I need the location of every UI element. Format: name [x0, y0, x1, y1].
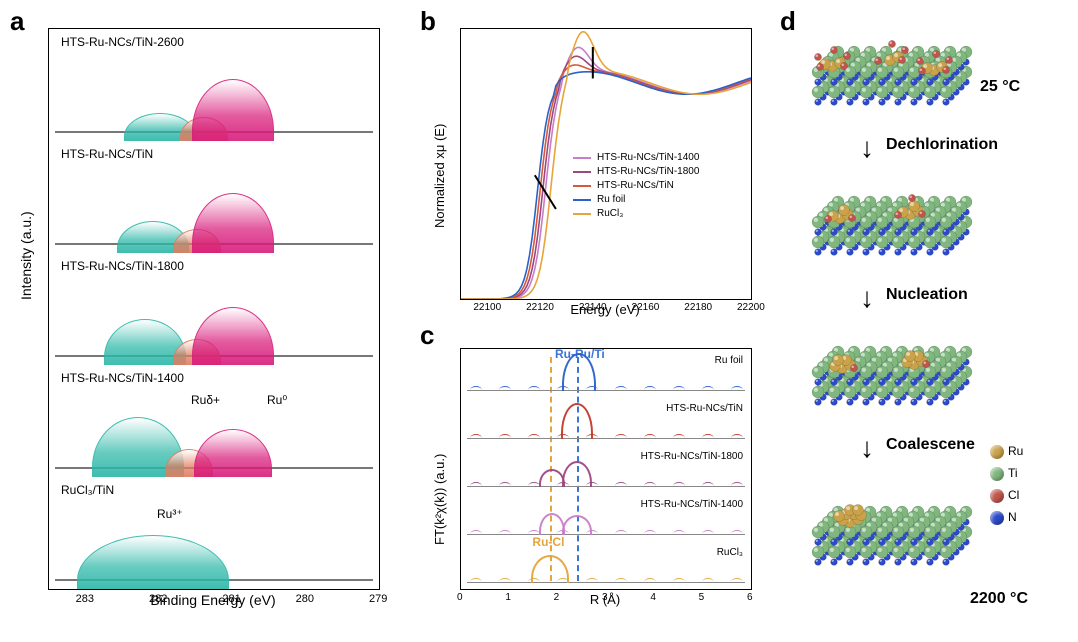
atom-label: Cl	[1008, 488, 1019, 502]
panel-d-schematic: ↓ Dechlorination ↓ Nucleation ↓ Coalescene 25 …	[800, 20, 1060, 620]
atom-swatch	[990, 445, 1004, 459]
species-label: Ru⁰	[267, 393, 287, 407]
legend-row: Ru	[990, 440, 1023, 462]
legend-swatch	[573, 213, 591, 215]
ft-row-label: HTS-Ru-NCs/TiN	[666, 403, 743, 414]
down-arrow-icon: ↓	[860, 132, 874, 164]
xps-peak-ru0	[192, 79, 274, 141]
atom-swatch	[990, 467, 1004, 481]
legend-row: HTS-Ru-NCs/TiN	[573, 179, 699, 193]
panel-c-xlabel: R (Å)	[460, 592, 750, 607]
xps-row-label: HTS-Ru-NCs/TiN-1800	[61, 259, 184, 273]
xps-row-label: HTS-Ru-NCs/TiN	[61, 147, 153, 161]
ft-row: HTS-Ru-NCs/TiN	[461, 397, 751, 445]
panel-c-ylabel: FT(k²χ(k)) (a.u.)	[432, 454, 447, 545]
xps-row-label: HTS-Ru-NCs/TiN-2600	[61, 35, 184, 49]
slab	[804, 330, 974, 426]
legend-swatch	[573, 199, 591, 201]
panel-b-xlabel: Energy (eV)	[460, 302, 750, 317]
legend-text: RuCl₃	[597, 207, 623, 221]
temp-start: 25 °C	[980, 78, 1020, 96]
xps-row-label: RuCl₃/TiN	[61, 483, 114, 497]
panel-c-plot: Ru-Ru/TiRu-ClRu foilHTS-Ru-NCs/TiNHTS-Ru…	[460, 348, 752, 590]
legend-swatch	[573, 185, 591, 187]
atom-swatch	[990, 489, 1004, 503]
xps-peak-ru0	[194, 429, 272, 477]
ft-row: HTS-Ru-NCs/TiN-1400	[461, 493, 751, 541]
down-arrow-icon: ↓	[860, 432, 874, 464]
legend-row: RuCl₃	[573, 207, 699, 221]
ft-row-label: RuCl₃	[717, 547, 743, 558]
legend-swatch	[573, 157, 591, 159]
legend-text: HTS-Ru-NCs/TiN	[597, 179, 674, 193]
ft-row-label: HTS-Ru-NCs/TiN-1400	[641, 499, 743, 510]
figure: a b c d HTS-Ru-NCs/TiN-2600HTS-Ru-NCs/Ti…	[0, 0, 1078, 642]
panel-b-plot: HTS-Ru-NCs/TiN-1400HTS-Ru-NCs/TiN-1800HT…	[460, 28, 752, 300]
slab	[804, 30, 974, 126]
species-label: Ruδ+	[191, 393, 220, 407]
species-label: Ru³⁺	[157, 507, 183, 521]
ft-row-label: Ru foil	[715, 355, 743, 366]
xps-row: HTS-Ru-NCs/TiN	[49, 141, 379, 253]
panel-a-ylabel: Intensity (a.u.)	[18, 284, 34, 300]
panel-label-a: a	[10, 6, 24, 37]
panel-b-ylabel: Normalized xμ (E)	[432, 124, 447, 228]
atom-label: N	[1008, 510, 1017, 524]
atom-label: Ru	[1008, 444, 1023, 458]
ft-row: RuCl₃	[461, 541, 751, 589]
atom-swatch	[990, 511, 1004, 525]
xps-row: HTS-Ru-NCs/TiN-1800	[49, 253, 379, 365]
legend-row: Ti	[990, 462, 1023, 484]
ft-row-label: HTS-Ru-NCs/TiN-1800	[641, 451, 743, 462]
atom-label: Ti	[1008, 466, 1018, 480]
atom-legend: Ru Ti Cl N	[990, 440, 1023, 528]
ft-row: Ru foil	[461, 349, 751, 397]
panel-label-b: b	[420, 6, 436, 37]
xps-row-label: HTS-Ru-NCs/TiN-1400	[61, 371, 184, 385]
legend-row: Ru foil	[573, 193, 699, 207]
step-label: Dechlorination	[886, 136, 998, 154]
panel-a-xlabel: Binding Energy (eV)	[48, 592, 378, 608]
down-arrow-icon: ↓	[860, 282, 874, 314]
xps-peak-ru3	[77, 535, 229, 589]
slab	[804, 180, 974, 276]
xps-peak-ru0	[192, 307, 274, 365]
xps-peak-ru0	[192, 193, 274, 253]
legend-row: Cl	[990, 484, 1023, 506]
panel-b-legend: HTS-Ru-NCs/TiN-1400HTS-Ru-NCs/TiN-1800HT…	[573, 151, 699, 221]
panel-a-plot: HTS-Ru-NCs/TiN-2600 HTS-Ru-NCs/TiN HTS-Ru-…	[48, 28, 380, 590]
xps-row: HTS-Ru-NCs/TiN-1400	[49, 365, 379, 477]
legend-text: HTS-Ru-NCs/TiN-1800	[597, 165, 699, 179]
temp-end: 2200 °C	[970, 590, 1028, 608]
slab	[804, 490, 974, 586]
xps-row: HTS-Ru-NCs/TiN-2600	[49, 29, 379, 141]
legend-text: Ru foil	[597, 193, 625, 207]
step-label: Coalescene	[886, 436, 975, 454]
legend-row: HTS-Ru-NCs/TiN-1400	[573, 151, 699, 165]
legend-text: HTS-Ru-NCs/TiN-1400	[597, 151, 699, 165]
legend-swatch	[573, 171, 591, 173]
ft-row: HTS-Ru-NCs/TiN-1800	[461, 445, 751, 493]
xps-row: RuCl₃/TiN	[49, 477, 379, 589]
legend-row: N	[990, 506, 1023, 528]
panel-label-c: c	[420, 320, 434, 351]
panel-label-d: d	[780, 6, 796, 37]
legend-row: HTS-Ru-NCs/TiN-1800	[573, 165, 699, 179]
step-label: Nucleation	[886, 286, 968, 304]
